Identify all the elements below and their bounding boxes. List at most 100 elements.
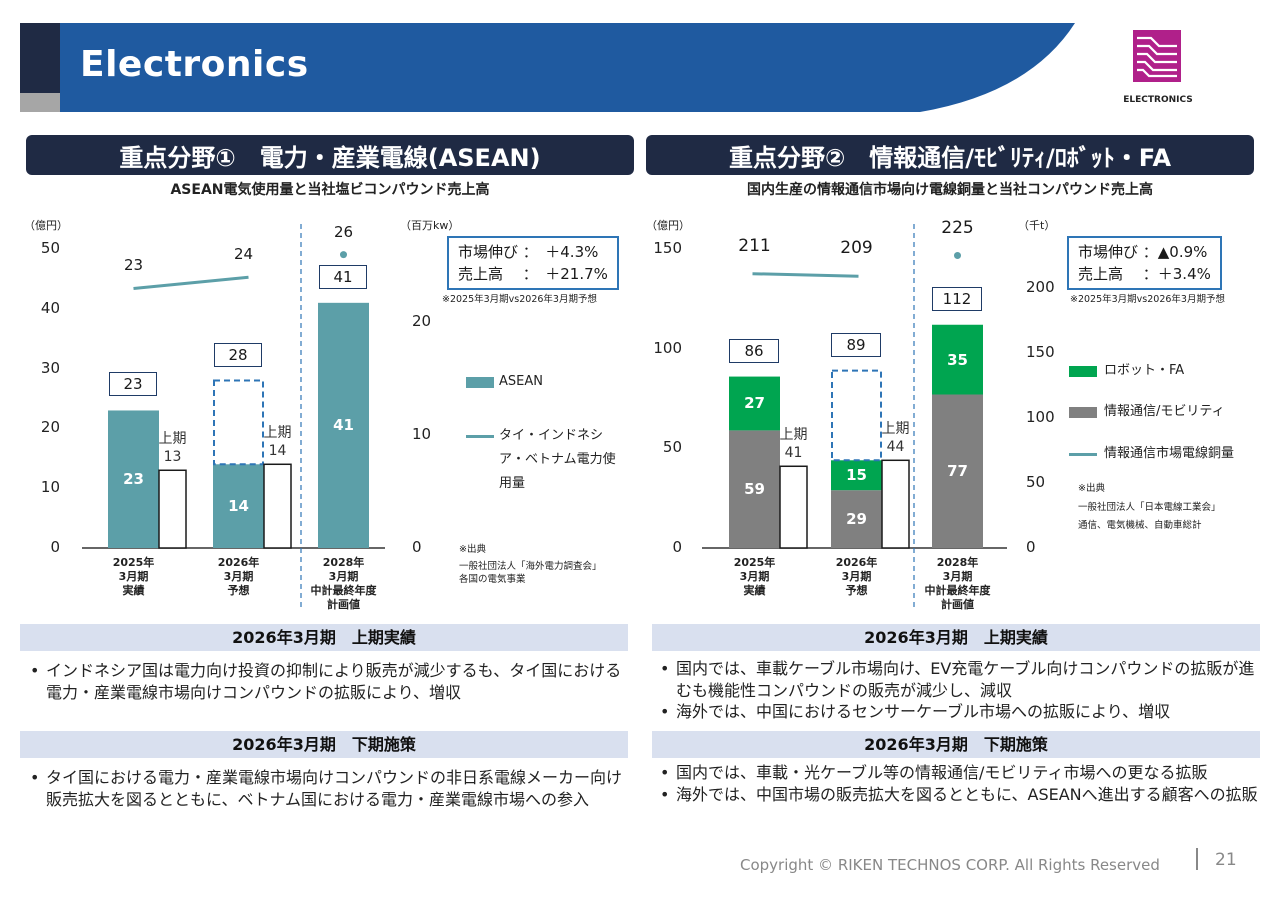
y-tick-label: 0 — [50, 538, 60, 556]
y2-tick-label: 200 — [1026, 278, 1055, 296]
copyright: Copyright © RIKEN TECHNOS CORP. All Righ… — [740, 856, 1160, 874]
legend-robot-swatch — [1069, 366, 1097, 377]
y2-tick-label: 20 — [412, 312, 432, 331]
bar-value-label: 23 — [123, 470, 144, 489]
x-tick-label: 2025年 3月期 実績 — [112, 556, 155, 597]
first-half-label: 上期 13 — [158, 431, 187, 466]
left-axis-unit-2: （億円） — [646, 219, 690, 232]
list-item: 海外では、中国市場の販売拡大を図るとともに、ASEANへ進出する顧客への拡販 — [660, 784, 1260, 806]
legend-robot-label: ロボット・FA — [1104, 363, 1185, 378]
bar-value-label: 41 — [333, 416, 354, 435]
bar-value-label: 77 — [947, 462, 968, 481]
right-band-first-half: 2026年3月期 上期実績 — [652, 624, 1260, 651]
list-item: インドネシア国は電力向け投資の抑制により販売が減少するも、タイ国における電力・産… — [30, 660, 628, 703]
power-usage-point — [340, 251, 347, 259]
right-growth-note: ※2025年3月期vs2026年3月期予想 — [1070, 294, 1225, 305]
first-half-label: 上期 44 — [881, 421, 910, 456]
electronics-logo-icon — [1133, 30, 1181, 82]
first-half-label: 上期 14 — [263, 425, 292, 460]
bar-value-label: 59 — [744, 480, 765, 499]
line-value-label: 24 — [233, 245, 254, 264]
legend-info-swatch — [1069, 407, 1097, 418]
x-tick-label: 2028年 3月期 中計最終年度 計画値 — [310, 556, 377, 611]
left-growth-note: ※2025年3月期vs2026年3月期予想 — [442, 294, 597, 305]
footer-divider — [1196, 848, 1198, 870]
line-value-label: 26 — [333, 222, 354, 241]
right-growth-box: 市場伸び ：▲0.9% 売上高 ：＋3.4% — [1067, 236, 1222, 290]
first-half-bar — [779, 465, 808, 549]
x-tick-label: 2025年 3月期 実績 — [733, 556, 776, 597]
total-box: 89 — [831, 332, 881, 357]
first-half-bar — [158, 469, 187, 549]
first-half-bar — [263, 463, 292, 549]
total-box: 23 — [109, 372, 157, 397]
logo-label: ELECTRONICS — [1123, 95, 1193, 105]
legend-copper-label: 情報通信市場電線銅量 — [1104, 446, 1235, 461]
section-title-right: 重点分野② 情報通信/ﾓﾋﾞﾘﾃｨ/ﾛﾎﾞｯﾄ・FA — [646, 135, 1254, 175]
total-box: 86 — [729, 338, 779, 363]
left-band-first-half: 2026年3月期 上期実績 — [20, 624, 628, 651]
y-tick-label: 50 — [662, 438, 682, 457]
chart-subtitle-left: ASEAN電気使用量と当社塩ビコンパウンド売上高 — [170, 182, 490, 198]
y-tick-label: 10 — [40, 478, 60, 497]
y2-tick-label: 50 — [1026, 473, 1046, 491]
line-value-label: 225 — [941, 217, 974, 238]
bar-value-label: 29 — [846, 510, 867, 529]
page-title: Electronics — [80, 44, 309, 85]
y-tick-label: 150 — [653, 239, 682, 257]
legend-copper-swatch — [1069, 453, 1097, 456]
left-axis-unit: （億円） — [24, 219, 68, 232]
copper-volume-point — [954, 252, 961, 259]
left-growth-box: 市場伸び ： ＋4.3% 売上高 ： ＋21.7% — [447, 236, 619, 290]
first-half-bar — [881, 459, 910, 549]
y2-tick-label: 150 — [1026, 343, 1055, 361]
x-tick-label: 2026年 3月期 予想 — [835, 556, 878, 597]
right-bullets-second-half: 国内では、車載・光ケーブル等の情報通信/モビリティ市場への更なる拡販 海外では、… — [660, 762, 1260, 805]
left-bullets-first-half: インドネシア国は電力向け投資の抑制により販売が減少するも、タイ国における電力・産… — [30, 660, 628, 703]
bar-value-label: 27 — [744, 394, 765, 413]
list-item: 海外では、中国におけるセンサーケーブル市場への拡販により、増収 — [660, 701, 1260, 723]
header-accent-gray — [20, 93, 60, 112]
total-box: 41 — [319, 264, 367, 289]
y-tick-label: 100 — [653, 338, 682, 357]
left-source-title: ※出典 — [459, 544, 486, 555]
bar-value-label: 35 — [947, 350, 968, 369]
legend-line-swatch — [466, 435, 494, 438]
right-axis-unit: （百万kw） — [400, 219, 460, 232]
bar-value-label: 14 — [228, 497, 249, 516]
left-band-second-half: 2026年3月期 下期施策 — [20, 731, 628, 758]
y2-tick-label: 0 — [412, 538, 422, 556]
left-bullets-second-half: タイ国における電力・産業電線市場向けコンパウンドの非日系電線メーカー向け販売拡大… — [30, 767, 628, 810]
legend-asean-label: ASEAN — [499, 374, 543, 389]
right-band-second-half: 2026年3月期 下期施策 — [652, 731, 1260, 758]
left-source-body: 一般社団法人「海外電力調査会」 各国の電気事業 — [459, 561, 602, 585]
right-axis-unit-2: （千t） — [1018, 219, 1056, 232]
header-accent-dark — [20, 23, 60, 93]
list-item: 国内では、車載ケーブル市場向け、EV充電ケーブル向けコンパウンドの拡販が進むも機… — [660, 658, 1260, 701]
y-tick-label: 40 — [40, 298, 60, 317]
x-tick-label: 2028年 3月期 中計最終年度 計画値 — [924, 556, 991, 611]
line-value-label: 211 — [738, 235, 771, 256]
copper-volume-line — [752, 272, 859, 278]
right-source-title: ※出典 — [1078, 483, 1105, 494]
legend-info-label: 情報通信/モビリティ — [1104, 404, 1225, 419]
chart-subtitle-right: 国内生産の情報通信市場向け電線銅量と当社コンパウンド売上高 — [747, 182, 1153, 198]
right-source-body: 一般社団法人「日本電線工業会」 通信、電気機械、自動車総計 — [1078, 502, 1221, 531]
right-bullets-first-half: 国内では、車載ケーブル市場向け、EV充電ケーブル向けコンパウンドの拡販が進むも機… — [660, 658, 1260, 723]
list-item: 国内では、車載・光ケーブル等の情報通信/モビリティ市場への更なる拡販 — [660, 762, 1260, 784]
y-tick-label: 50 — [40, 239, 60, 257]
y-tick-label: 20 — [40, 418, 60, 437]
line-value-label: 23 — [123, 256, 144, 275]
header-band — [60, 23, 1075, 112]
line-value-label: 209 — [840, 238, 873, 259]
page-number: 21 — [1215, 850, 1237, 870]
y-tick-label: 0 — [672, 538, 682, 556]
y2-tick-label: 10 — [412, 425, 432, 444]
y2-tick-label: 0 — [1026, 538, 1036, 556]
total-box: 28 — [214, 342, 262, 367]
first-half-label: 上期 41 — [779, 427, 808, 462]
bar-value-label: 15 — [846, 466, 867, 485]
total-box: 112 — [932, 286, 982, 311]
y-tick-label: 30 — [40, 358, 60, 377]
section-title-left: 重点分野① 電力・産業電線(ASEAN) — [26, 135, 634, 175]
